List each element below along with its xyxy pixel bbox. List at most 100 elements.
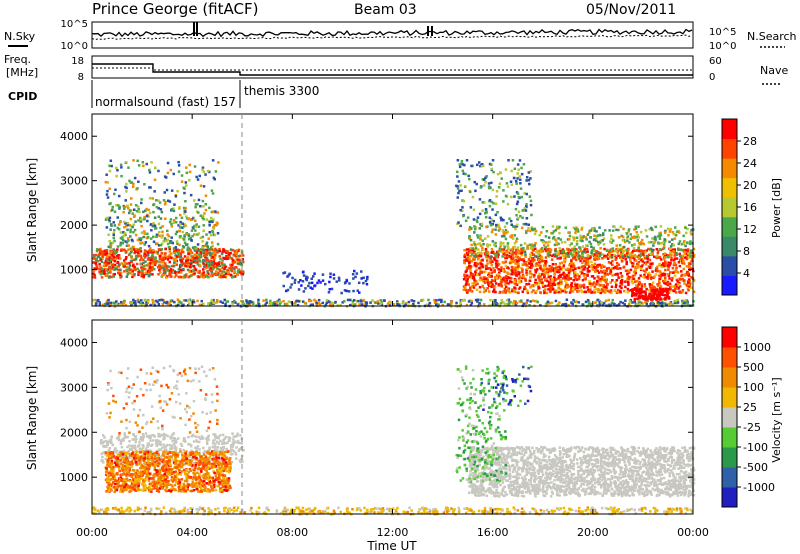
power-cell: [554, 266, 558, 270]
power-cell: [683, 256, 687, 259]
power-cell: [150, 161, 153, 164]
power-cell: [513, 195, 516, 198]
power-cell: [104, 180, 108, 184]
power-cell: [104, 302, 107, 306]
power-cell: [458, 165, 462, 169]
power-cell: [167, 234, 170, 238]
power-cell: [210, 189, 214, 192]
power-cell: [569, 251, 572, 254]
power-cell: [100, 260, 104, 264]
power-cell: [130, 256, 133, 260]
power-cell: [548, 252, 551, 255]
power-cell: [109, 271, 112, 274]
power-cell: [179, 269, 183, 273]
velocity-cell: [141, 447, 144, 450]
power-cell: [468, 235, 471, 238]
power-cell: [237, 259, 240, 262]
velocity-cell: [100, 452, 103, 455]
power-cell: [362, 276, 365, 279]
power-cell: [575, 278, 579, 281]
power-cell: [165, 265, 168, 269]
power-cell: [539, 275, 542, 278]
power-cell: [564, 302, 567, 306]
power-cell: [463, 298, 466, 302]
power-cell: [506, 272, 509, 275]
power-cell: [163, 273, 166, 277]
power-cell: [504, 194, 508, 198]
power-cell: [472, 254, 476, 258]
velocity-cell: [179, 442, 183, 446]
power-cell: [116, 261, 119, 265]
power-cell: [463, 286, 467, 289]
power-cell: [499, 248, 502, 251]
power-cell: [658, 274, 661, 277]
power-cell: [195, 175, 198, 179]
velocity-cell: [101, 441, 104, 445]
power-cell: [468, 226, 472, 229]
power-cell: [136, 187, 139, 190]
power-cell: [606, 273, 609, 276]
power-cell: [617, 303, 621, 306]
power-cell: [264, 303, 267, 306]
y-tick-label: 1000: [60, 264, 88, 277]
power-cell: [193, 249, 197, 252]
velocity-cell: [158, 435, 162, 438]
power-cell: [672, 289, 676, 293]
power-cell: [555, 240, 558, 244]
power-cell: [621, 239, 624, 242]
power-cell: [99, 250, 102, 253]
power-cell: [633, 273, 637, 277]
power-cell: [613, 253, 616, 257]
power-cell: [521, 263, 525, 266]
power-cell: [599, 283, 603, 287]
power-cell: [497, 273, 500, 276]
power-cell: [485, 225, 488, 229]
power-cell: [645, 302, 648, 306]
power-cell: [674, 299, 677, 303]
power-cell: [134, 258, 138, 261]
power-cell: [185, 217, 189, 220]
power-cell: [234, 301, 237, 304]
power-cell: [519, 249, 522, 253]
velocity-cell: [237, 441, 241, 445]
power-cell: [541, 257, 544, 260]
power-cell: [687, 252, 690, 255]
power-cell: [185, 259, 189, 262]
power-cell: [595, 230, 598, 233]
power-cell: [554, 291, 558, 294]
power-cell: [597, 271, 601, 274]
power-cell: [145, 300, 148, 304]
power-cell: [592, 254, 596, 257]
power-cell: [484, 212, 487, 215]
power-cell: [108, 202, 111, 206]
power-cell: [139, 220, 143, 223]
power-cell: [574, 283, 577, 287]
power-cell: [577, 255, 581, 259]
power-cell: [216, 299, 219, 303]
power-cell: [196, 178, 200, 181]
power-cell: [156, 300, 159, 304]
power-cell: [656, 295, 659, 298]
power-cell: [575, 300, 578, 303]
power-cell: [627, 269, 631, 273]
power-cell: [205, 233, 208, 236]
power-cell: [473, 228, 477, 231]
power-cell: [481, 263, 484, 267]
power-cell: [157, 303, 161, 306]
power-cell: [159, 217, 163, 220]
power-cell: [640, 295, 644, 298]
power-cell: [208, 263, 211, 266]
power-cell: [582, 274, 586, 277]
power-cell: [549, 248, 553, 252]
power-cell: [190, 229, 194, 232]
power-cell: [214, 253, 217, 257]
power-cell: [226, 255, 229, 259]
power-cell: [130, 238, 134, 242]
power-cell: [505, 254, 509, 257]
power-cell: [616, 251, 619, 254]
power-cell: [534, 229, 538, 233]
power-cell: [470, 253, 474, 256]
power-cell: [465, 159, 469, 162]
power-cell: [211, 244, 214, 248]
velocity-cell: [240, 442, 243, 445]
